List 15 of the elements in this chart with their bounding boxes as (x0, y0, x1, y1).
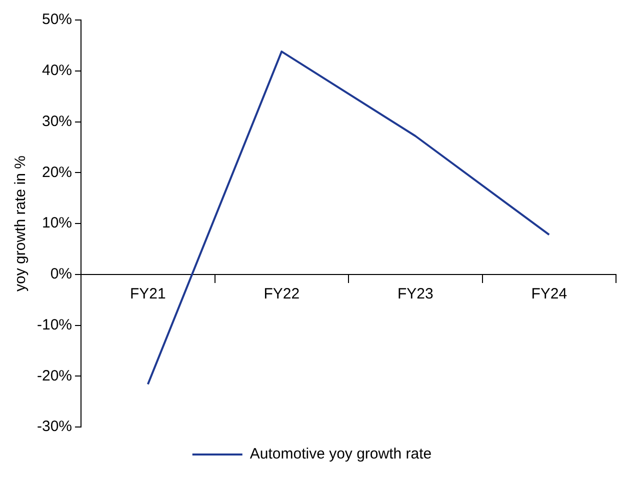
y-tick-label: -10% (36, 316, 72, 334)
x-tick-label: FY21 (130, 286, 166, 303)
y-tick-label: 0% (50, 266, 72, 283)
x-tick-label: FY22 (264, 286, 300, 303)
x-tick-label: FY24 (531, 286, 568, 303)
y-tick-label: 10% (42, 214, 72, 232)
y-tick-label: -20% (36, 367, 72, 384)
x-tick-label: FY23 (397, 286, 434, 303)
y-tick-label: 50% (42, 11, 72, 28)
y-tick-label: 40% (42, 62, 72, 80)
y-tick-label: -30% (36, 418, 72, 436)
legend-label: Automotive yoy growth rate (250, 446, 432, 463)
y-tick-label: 20% (42, 164, 72, 181)
y-axis-title: yoy growth rate in % (12, 156, 30, 292)
y-tick-label: 30% (42, 112, 72, 130)
